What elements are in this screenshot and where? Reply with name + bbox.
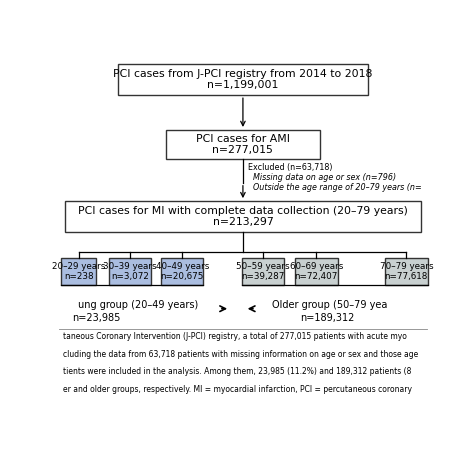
Text: ung group (20–49 years): ung group (20–49 years) — [78, 300, 198, 310]
Text: 30–39 years
n=3,072: 30–39 years n=3,072 — [103, 262, 156, 281]
Text: PCI cases for AMI
n=277,015: PCI cases for AMI n=277,015 — [196, 134, 290, 155]
FancyBboxPatch shape — [295, 258, 337, 285]
Text: taneous Coronary Intervention (J-PCI) registry, a total of 277,015 patients with: taneous Coronary Intervention (J-PCI) re… — [63, 332, 407, 341]
FancyBboxPatch shape — [118, 64, 368, 95]
Text: n=23,985: n=23,985 — [72, 313, 120, 323]
Text: Outside the age range of 20–79 years (n=: Outside the age range of 20–79 years (n= — [248, 183, 422, 192]
Text: PCI cases for MI with complete data collection (20–79 years)
n=213,297: PCI cases for MI with complete data coll… — [78, 206, 408, 228]
Text: tients were included in the analysis. Among them, 23,985 (11.2%) and 189,312 pat: tients were included in the analysis. Am… — [63, 367, 411, 376]
Text: 40–49 years
n=20,675: 40–49 years n=20,675 — [155, 262, 209, 281]
FancyBboxPatch shape — [65, 201, 421, 232]
Text: cluding the data from 63,718 patients with missing information on age or sex and: cluding the data from 63,718 patients wi… — [63, 350, 418, 359]
FancyBboxPatch shape — [166, 130, 320, 159]
FancyBboxPatch shape — [242, 258, 284, 285]
Text: 60–69 years
n=72,407: 60–69 years n=72,407 — [290, 262, 343, 281]
FancyBboxPatch shape — [109, 258, 151, 285]
Text: Missing data on age or sex (n=796): Missing data on age or sex (n=796) — [248, 173, 397, 182]
FancyBboxPatch shape — [385, 258, 428, 285]
Text: n=189,312: n=189,312 — [300, 313, 355, 323]
Text: 70–79 years
n=77,618: 70–79 years n=77,618 — [380, 262, 433, 281]
Text: 50–59 years
n=39,287: 50–59 years n=39,287 — [237, 262, 290, 281]
Text: Excluded (n=63,718): Excluded (n=63,718) — [248, 163, 333, 172]
FancyBboxPatch shape — [161, 258, 203, 285]
FancyBboxPatch shape — [61, 258, 96, 285]
Text: PCI cases from J-PCI registry from 2014 to 2018
n=1,199,001: PCI cases from J-PCI registry from 2014 … — [113, 69, 373, 91]
Text: Older group (50–79 yea: Older group (50–79 yea — [272, 300, 388, 310]
Text: 20–29 years
n=238: 20–29 years n=238 — [52, 262, 105, 281]
Text: er and older groups, respectively. MI = myocardial infarction, PCI = percutaneou: er and older groups, respectively. MI = … — [63, 385, 412, 394]
